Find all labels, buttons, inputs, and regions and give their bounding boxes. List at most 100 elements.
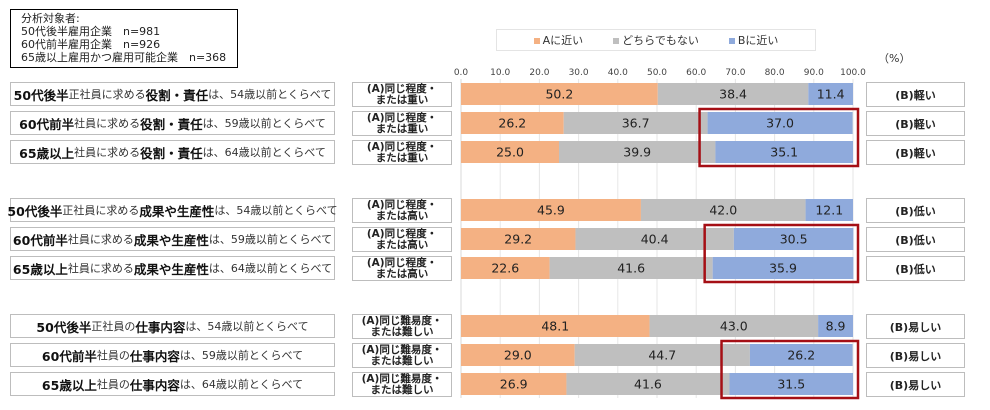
sample-line: 60代前半雇用企業 n=926 <box>21 38 161 51</box>
x-tick-label: 60.0 <box>686 68 706 78</box>
row-label-part: 仕事内容 <box>129 377 180 393</box>
row-label-part: 役割・責任 <box>145 87 209 103</box>
bar-segment <box>715 141 853 163</box>
row-label-part: 50代後半 <box>13 87 69 103</box>
row-label-part: 50代後半 <box>36 319 92 335</box>
bar-segment <box>805 199 853 221</box>
row-label-part: は、64歳以前とくらべて <box>208 262 333 275</box>
data-label: 8.9 <box>826 319 846 334</box>
row-label-part: 60代前半 <box>19 116 75 132</box>
unit-label: （%） <box>878 52 911 65</box>
data-label: 48.1 <box>541 319 569 334</box>
row-label: 50代後半 正社員に求める 成果や生産性 は、54歳以前とくらべて <box>7 198 338 222</box>
bar-segment <box>461 315 650 337</box>
option-a-text: または高い <box>375 209 429 222</box>
x-tick-label: 30.0 <box>569 68 589 78</box>
x-tick-label: 20.0 <box>529 68 549 78</box>
data-label: 12.1 <box>815 203 843 218</box>
data-label: 41.6 <box>617 261 645 276</box>
bar-segment <box>549 257 713 279</box>
row-label-part: 役割・責任 <box>140 116 203 132</box>
option-a-text: または難しい <box>370 354 434 367</box>
option-a-text: または重い <box>375 122 429 135</box>
bar-segment <box>657 83 809 105</box>
data-label: 26.2 <box>787 348 815 363</box>
option-a-text: (A)同じ難易度・ <box>361 343 443 356</box>
option-a-text: (A)同じ難易度・ <box>361 372 443 385</box>
data-label: 26.2 <box>498 116 526 131</box>
data-label: 38.4 <box>719 87 747 102</box>
row-label-part: 社員に求める <box>74 117 141 130</box>
data-label: 39.9 <box>623 145 651 160</box>
sample-size-box: 分析対象者: 50代後半雇用企業 n=981 60代前半雇用企業 n=926 6… <box>10 9 238 68</box>
row-label-part: 社員に求める <box>67 233 134 246</box>
option-a-text: (A)同じ難易度・ <box>361 314 443 327</box>
row-label-part: は、54歳以前とくらべて <box>214 204 338 217</box>
bar-segment <box>729 373 853 395</box>
bar-segment <box>707 112 853 134</box>
bar-segment <box>749 344 853 366</box>
data-label: 29.2 <box>504 232 532 247</box>
x-tick-label: 80.0 <box>765 68 785 78</box>
option-a-label: (A)同じ程度・ または高い <box>352 227 452 252</box>
option-a-text: (A)同じ程度・ <box>366 256 438 269</box>
option-b-label: (B)易しい <box>866 343 965 368</box>
bar-segment <box>733 228 854 250</box>
data-label: 37.0 <box>766 116 794 131</box>
option-b-label: (B)軽い <box>866 82 965 107</box>
bar-segment <box>712 257 854 279</box>
row-label: 50代後半 正社員の 仕事内容 は、54歳以前とくらべて <box>10 314 335 338</box>
row-label-part: 仕事内容 <box>129 348 180 364</box>
row-label-part: 役割・責任 <box>140 145 203 161</box>
option-a-text: (A)同じ程度・ <box>366 82 438 95</box>
x-tick-label: 70.0 <box>725 68 745 78</box>
data-label: 30.5 <box>780 232 808 247</box>
row-label-part: 社員の <box>96 349 130 362</box>
bar-segment <box>649 315 819 337</box>
row-label: 65歳以上 社員の 仕事内容 は、64歳以前とくらべて <box>10 372 335 396</box>
bar-segment <box>575 228 734 250</box>
option-a-label: (A)同じ程度・ または高い <box>352 256 452 281</box>
legend-swatch-icon <box>533 38 540 44</box>
bar-segment <box>640 199 806 221</box>
bar-segment <box>461 344 575 366</box>
highlight-box <box>698 107 860 168</box>
row-label-part: は、54歳以前とくらべて <box>185 320 309 333</box>
option-a-label: (A)同じ程度・ または重い <box>352 82 452 107</box>
bar-segment <box>461 112 564 134</box>
option-a-text: (A)同じ程度・ <box>366 227 438 240</box>
sample-title: 分析対象者: <box>21 12 80 25</box>
sample-line: 50代後半雇用企業 n=981 <box>21 25 161 38</box>
row-label-part: 正社員に求める <box>68 88 146 101</box>
data-label: 42.0 <box>709 203 737 218</box>
x-tick-label: 40.0 <box>608 68 628 78</box>
row-label: 60代前半 社員に求める 役割・責任 は、59歳以前とくらべて <box>10 111 335 135</box>
data-label: 25.0 <box>496 145 524 160</box>
row-label-part: 社員の <box>96 378 130 391</box>
option-a-label: (A)同じ程度・ または高い <box>352 198 452 223</box>
row-label-part: 65歳以上 <box>12 261 68 277</box>
bar-segment <box>563 112 708 134</box>
option-a-text: または重い <box>375 151 429 164</box>
legend-swatch-icon <box>613 38 620 44</box>
x-tick-label: 0.0 <box>454 68 469 78</box>
option-b-label: (B)易しい <box>866 372 965 397</box>
data-label: 11.4 <box>817 87 845 102</box>
option-a-label: (A)同じ程度・ または重い <box>352 111 452 136</box>
option-a-text: または高い <box>375 267 429 280</box>
option-b-label: (B)低い <box>866 256 965 281</box>
sample-line: 65歳以上雇用かつ雇用可能企業 n=368 <box>21 51 227 64</box>
legend-item: Bに近い <box>728 32 778 48</box>
legend-label: どちらでもない <box>622 34 699 47</box>
option-a-label: (A)同じ難易度・ または難しい <box>352 372 452 397</box>
row-label-part: 成果や生産性 <box>133 261 209 277</box>
row-label: 60代前半 社員の 仕事内容 は、59歳以前とくらべて <box>10 343 335 367</box>
legend-swatch-icon <box>728 38 735 44</box>
highlight-box <box>720 339 860 400</box>
data-label: 35.1 <box>770 145 798 160</box>
highlight-box <box>703 223 860 284</box>
row-label: 50代後半 正社員に求める 役割・責任 は、54歳以前とくらべて <box>10 82 335 106</box>
data-label: 43.0 <box>720 319 748 334</box>
row-label-part: 正社員の <box>91 320 136 333</box>
row-label: 60代前半 社員に求める 成果や生産性 は、59歳以前とくらべて <box>10 227 335 251</box>
